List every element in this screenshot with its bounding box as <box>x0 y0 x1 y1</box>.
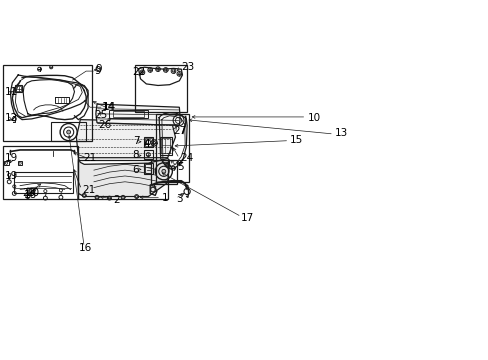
Polygon shape <box>96 104 180 126</box>
Text: 5: 5 <box>177 162 183 172</box>
Bar <box>2 146 78 199</box>
Text: 20: 20 <box>26 188 39 198</box>
Bar <box>156 114 188 182</box>
Circle shape <box>162 169 165 173</box>
Bar <box>16 86 21 91</box>
Bar <box>160 137 171 154</box>
Text: 6: 6 <box>132 165 139 175</box>
Circle shape <box>108 197 110 199</box>
Bar <box>18 161 22 166</box>
Text: 12: 12 <box>4 113 18 123</box>
Text: 2: 2 <box>113 195 120 204</box>
Text: 22: 22 <box>132 67 146 77</box>
Polygon shape <box>78 158 169 197</box>
Circle shape <box>122 196 124 198</box>
Text: 25: 25 <box>94 110 107 120</box>
Text: 23: 23 <box>181 62 194 72</box>
Text: 1: 1 <box>162 193 168 203</box>
Bar <box>2 64 92 141</box>
Bar <box>143 163 153 174</box>
Bar <box>134 64 187 112</box>
Bar <box>143 137 153 147</box>
Text: 20: 20 <box>22 188 35 198</box>
Bar <box>161 138 170 153</box>
Text: 3: 3 <box>176 194 183 204</box>
Bar <box>16 85 22 92</box>
Text: 4: 4 <box>143 139 149 149</box>
Bar <box>145 164 151 173</box>
Circle shape <box>83 194 85 197</box>
Text: 21: 21 <box>82 185 95 195</box>
Bar <box>151 161 177 184</box>
Circle shape <box>135 195 138 198</box>
Text: 26: 26 <box>98 121 111 130</box>
Text: 9: 9 <box>95 64 102 74</box>
Text: 21: 21 <box>83 153 96 163</box>
Text: 16: 16 <box>79 243 92 253</box>
Text: 8: 8 <box>132 150 139 160</box>
Text: 17: 17 <box>240 212 253 222</box>
Text: 19: 19 <box>4 171 18 181</box>
Bar <box>109 110 148 118</box>
Text: 11: 11 <box>4 87 18 98</box>
Text: 24: 24 <box>180 153 193 163</box>
Bar <box>78 161 167 199</box>
Bar <box>143 150 153 159</box>
Text: 13: 13 <box>334 128 347 138</box>
Bar <box>113 111 144 117</box>
Text: 14: 14 <box>102 102 115 112</box>
Bar <box>4 161 9 166</box>
Text: 27: 27 <box>173 126 186 136</box>
Bar <box>51 122 86 141</box>
Text: 19: 19 <box>4 153 18 163</box>
Circle shape <box>66 130 70 134</box>
Text: 9: 9 <box>94 66 101 76</box>
Text: 14: 14 <box>102 102 116 112</box>
Text: 18: 18 <box>24 190 37 201</box>
Circle shape <box>96 196 98 198</box>
Text: 15: 15 <box>289 135 303 145</box>
Polygon shape <box>76 120 175 158</box>
Bar <box>14 172 72 193</box>
Text: 10: 10 <box>307 113 320 123</box>
Bar <box>144 138 151 146</box>
Text: 7: 7 <box>132 136 139 146</box>
